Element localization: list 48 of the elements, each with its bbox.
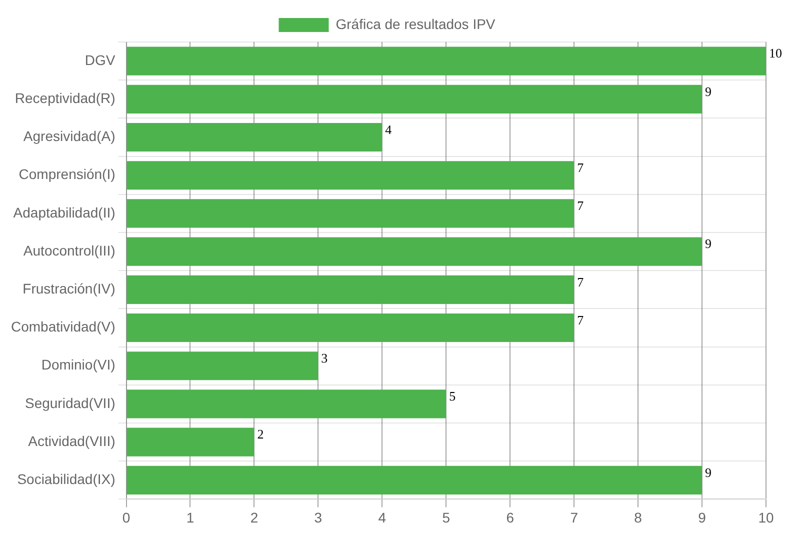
bar <box>126 275 574 304</box>
data-label: 4 <box>385 122 392 137</box>
data-label: 10 <box>769 46 782 61</box>
data-label: 7 <box>577 198 584 214</box>
data-label: 3 <box>321 350 328 366</box>
data-label: 9 <box>705 464 712 480</box>
data-label: 2 <box>257 426 264 442</box>
data-label: 7 <box>577 160 584 175</box>
y-tick-label: Dominio(VI) <box>41 356 116 373</box>
y-tick-label: Frustración(IV) <box>22 280 116 297</box>
bar <box>126 199 574 228</box>
y-tick-label: Seguridad(VII) <box>24 394 116 411</box>
bar <box>126 237 702 266</box>
bar <box>126 161 574 190</box>
data-label: 7 <box>577 274 584 290</box>
bar <box>126 122 382 152</box>
bar <box>126 428 254 456</box>
bar <box>126 84 702 114</box>
data-label: 7 <box>577 312 584 328</box>
y-tick-label: Autocontrol(III) <box>23 242 116 258</box>
x-tick-label: 9 <box>698 509 706 526</box>
x-tick-label: 5 <box>442 509 450 526</box>
y-tick-label: Combatividad(V) <box>10 318 116 335</box>
data-label: 5 <box>449 388 456 404</box>
x-tick-label: 7 <box>570 509 578 526</box>
bar <box>126 390 446 418</box>
bar <box>126 352 318 380</box>
y-tick-label: Comprensión(I) <box>18 166 116 182</box>
x-tick-label: 0 <box>122 509 130 526</box>
bar <box>126 46 766 76</box>
y-tick-label: Receptividad(R) <box>14 90 116 106</box>
x-tick-label: 6 <box>506 509 514 526</box>
x-tick-label: 2 <box>250 509 258 526</box>
x-tick-label: 3 <box>314 509 322 526</box>
x-tick-label: 1 <box>186 509 194 526</box>
bar <box>126 466 702 494</box>
y-tick-label: Adaptabilidad(II) <box>13 204 116 220</box>
bar <box>126 313 574 342</box>
x-tick-label: 8 <box>634 509 642 526</box>
x-tick-label: 10 <box>758 509 774 526</box>
data-label: 9 <box>705 236 712 252</box>
x-tick-label: 4 <box>378 509 386 526</box>
data-label: 9 <box>705 84 712 99</box>
legend-label: Gráfica de resultados IPV <box>336 16 496 32</box>
y-tick-label: DGV <box>84 52 116 68</box>
y-tick-label: Agresividad(A) <box>23 128 116 144</box>
y-tick-label: Actividad(VIII) <box>28 432 116 449</box>
y-tick-label: Sociabilidad(IX) <box>17 471 116 488</box>
